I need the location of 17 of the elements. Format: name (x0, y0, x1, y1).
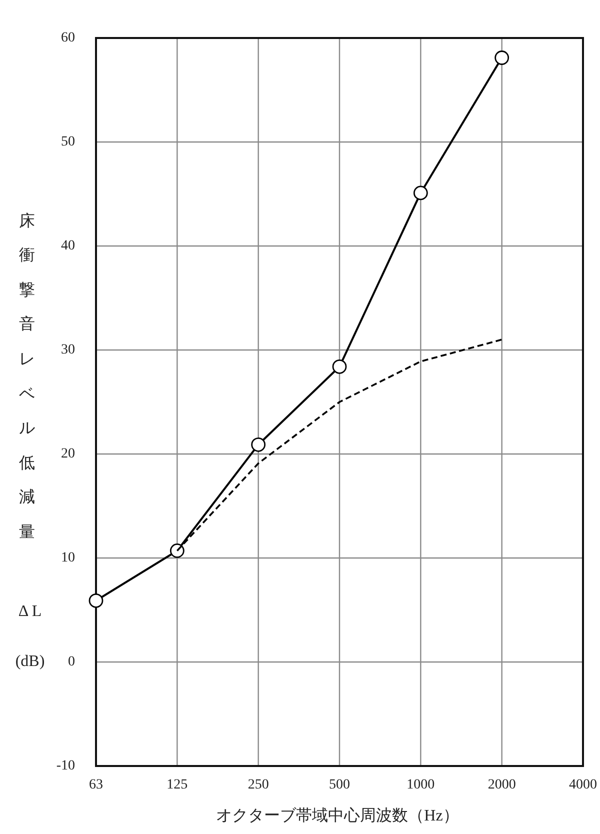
x-axis-title: オクターブ帯域中心周波数（Hz） (216, 806, 459, 824)
y-tick-label: -10 (56, 758, 75, 774)
y-tick-label: 50 (61, 134, 75, 150)
y-tick-label: 40 (61, 238, 75, 254)
x-tick-label: 500 (329, 778, 350, 792)
x-tick-label: 4000 (569, 778, 597, 792)
x-tick-label: 63 (89, 778, 103, 792)
x-tick-label: 250 (248, 778, 269, 792)
x-tick-label: 1000 (406, 778, 435, 792)
text: 床衝撃音レベル低減量 Δ L (dB) (15, 212, 45, 670)
y-tick-label: 10 (61, 550, 75, 566)
y-tick-label: 0 (68, 654, 75, 670)
y-tick-label: 60 (61, 30, 75, 46)
y-tick-label: 20 (61, 446, 75, 462)
x-tick-label: 125 (166, 778, 188, 792)
y-tick-label: 30 (61, 342, 75, 358)
x-tick-label: 2000 (488, 778, 516, 792)
